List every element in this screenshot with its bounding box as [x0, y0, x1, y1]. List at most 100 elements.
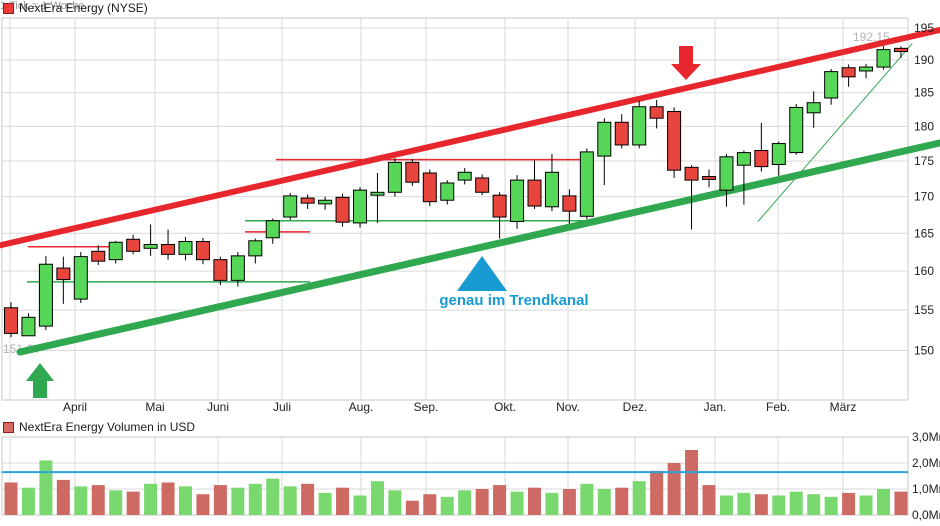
volume-bar: [266, 478, 280, 515]
candle: [143, 244, 158, 249]
volume-bar: [301, 483, 315, 515]
volume-bar: [528, 487, 541, 515]
candle: [370, 191, 385, 196]
volume-chart-header: NextEra Energy Volumen in USD: [3, 420, 195, 434]
volume-bar: [667, 463, 681, 515]
volume-bar: [213, 485, 227, 515]
volume-bar: [702, 485, 716, 515]
volume-bar: [353, 495, 367, 515]
green-up-arrow-head-icon: [26, 363, 54, 381]
volume-bar: [475, 489, 489, 515]
candle: [771, 143, 786, 166]
volume-bar: [405, 500, 419, 515]
x-axis-month-label: Mai: [145, 400, 164, 414]
volume-bar: [719, 495, 733, 515]
volume-tick-label: 1,0Mrd: [912, 482, 940, 496]
volume-bar: [336, 487, 350, 515]
candle: [230, 255, 245, 281]
chart-header: NextEra Energy (NYSE): [3, 1, 148, 15]
candle: [492, 194, 507, 218]
candle: [510, 179, 525, 222]
x-axis-month-label: Juni: [207, 400, 229, 414]
tick-note: 1 Tick = 1 Woche: [0, 0, 85, 12]
y-axis-tick-label: 155: [914, 303, 934, 317]
candle: [719, 156, 734, 191]
volume-bar: [39, 460, 53, 515]
volume-bar: [754, 494, 768, 515]
volume-series-marker-icon: [3, 421, 14, 433]
volume-bar: [423, 494, 437, 515]
volume-bar: [650, 470, 664, 515]
candle: [736, 152, 751, 166]
trend-lines: [0, 26, 940, 356]
candle: [213, 259, 228, 281]
x-axis-month-label: Sep.: [414, 400, 439, 414]
y-axis-tick-label: 170: [914, 190, 934, 204]
candle: [859, 66, 874, 72]
series-marker-icon: [3, 2, 14, 14]
candle: [91, 250, 106, 262]
volume-bar: [632, 481, 646, 515]
volume-bar: [318, 492, 332, 515]
x-axis-month-label: Jan.: [704, 400, 727, 414]
volume-bar: [370, 481, 384, 515]
volume-bar: [126, 491, 140, 515]
volume-bar: [510, 491, 524, 515]
volume-bar: [737, 492, 751, 515]
volume-bar: [580, 483, 594, 515]
lower-channel-line: [16, 139, 940, 356]
x-axis-month-label: Aug.: [349, 400, 374, 414]
volume-bar: [179, 486, 192, 515]
candle: [21, 316, 36, 337]
candle: [4, 307, 18, 334]
candle: [614, 121, 629, 146]
volume-bar: [807, 494, 821, 515]
candle: [876, 49, 891, 68]
x-axis-labels: April Mai Juni Juli Aug. Sep. Okt. Nov. Dez. Jan.…: [63, 400, 856, 414]
volume-tick-label: 3,0Mrd: [912, 430, 940, 444]
candle: [440, 182, 455, 201]
candle: [893, 47, 908, 53]
volume-bar: [859, 495, 873, 515]
trend-annotation-triangle-icon: [457, 256, 507, 291]
trend-annotation-label: genau im Trendkanal: [439, 292, 589, 309]
candle: [283, 195, 298, 218]
candle: [457, 171, 472, 181]
y-axis-tick-label: 185: [914, 86, 934, 100]
volume-bar: [545, 492, 559, 515]
volume-bar: [894, 491, 908, 515]
upper-channel-line: [0, 26, 940, 249]
level-lines: [27, 158, 592, 283]
candle: [544, 171, 559, 208]
volume-bar: [161, 482, 175, 515]
candles-layer: [4, 46, 908, 338]
candle: [335, 196, 350, 223]
volume-bar: [615, 487, 629, 515]
volume-bar: [21, 487, 35, 515]
volume-bar: [877, 489, 890, 515]
candle: [405, 161, 420, 183]
inner-uptrend-line: [757, 43, 913, 222]
volume-bar: [597, 489, 611, 515]
candle: [387, 161, 402, 193]
y-axis-tick-label: 160: [914, 264, 934, 278]
candle: [422, 172, 437, 203]
volume-pane-border: [1, 436, 909, 516]
candle: [841, 67, 856, 78]
volume-bar: [842, 492, 856, 515]
annotation-shapes: [26, 46, 701, 398]
y-axis-labels: 195 190 185 180 175 170 165 160 155 150: [914, 21, 934, 357]
x-axis-month-label: April: [63, 400, 87, 414]
candle: [353, 189, 367, 224]
volume-bar: [196, 494, 210, 515]
candle: [754, 150, 769, 168]
red-down-arrow: [679, 46, 693, 64]
green-up-arrow: [33, 381, 47, 398]
volume-bar: [772, 495, 786, 515]
x-axis-month-label: Okt.: [494, 400, 516, 414]
volume-bar: [109, 490, 123, 515]
volume-bar: [283, 486, 297, 515]
volume-bar: [685, 450, 699, 515]
